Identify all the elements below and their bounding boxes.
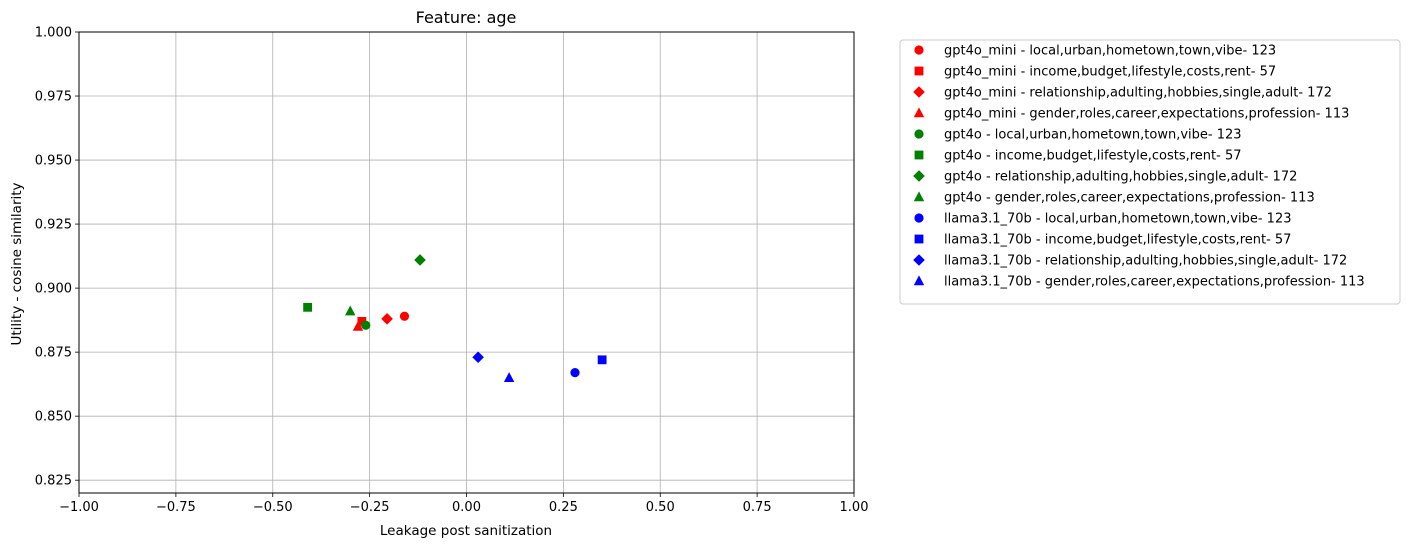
legend-marker xyxy=(913,107,925,118)
legend-label: llama3.1_70b - income,budget,lifestyle,c… xyxy=(944,233,1291,248)
chart-title: Feature: age xyxy=(416,8,517,27)
x-tick-label: −0.50 xyxy=(253,500,293,515)
x-tick-label: 1.00 xyxy=(840,500,869,515)
x-axis-label: Leakage post sanitization xyxy=(380,523,552,539)
data-point xyxy=(570,368,580,378)
y-axis-label: Utility - cosine similarity xyxy=(9,182,25,345)
grid xyxy=(78,31,855,493)
y-tick-label: 0.875 xyxy=(35,346,72,361)
legend-label: gpt4o - gender,roles,career,expectations… xyxy=(944,191,1315,206)
y-tick-label: 0.825 xyxy=(35,474,72,489)
data-point xyxy=(357,317,367,326)
legend-label: llama3.1_70b - gender,roles,career,expec… xyxy=(944,275,1365,290)
legend-label: llama3.1_70b - relationship,adulting,hob… xyxy=(944,254,1347,269)
data-point xyxy=(472,351,484,364)
y-tick-label: 0.900 xyxy=(35,282,72,297)
legend-marker xyxy=(914,234,924,244)
legend-label: gpt4o_mini - relationship,adulting,hobbi… xyxy=(944,86,1332,101)
legend-marker xyxy=(913,191,925,202)
x-tick-label: −0.75 xyxy=(156,500,196,515)
legend-label: llama3.1_70b - local,urban,hometown,town… xyxy=(944,212,1292,227)
data-points xyxy=(303,254,607,382)
legend-label: gpt4o_mini - income,budget,lifestyle,cos… xyxy=(944,65,1276,80)
legend-label: gpt4o - local,urban,hometown,town,vibe- … xyxy=(944,128,1242,143)
y-tick-label: 0.850 xyxy=(35,410,72,425)
legend-box xyxy=(899,39,1401,305)
legend-marker xyxy=(913,275,925,286)
legend-label: gpt4o - relationship,adulting,hobbies,si… xyxy=(944,170,1297,185)
legend-label: gpt4o - income,budget,lifestyle,costs,re… xyxy=(944,149,1242,164)
legend-items: gpt4o_mini - local,urban,hometown,town,v… xyxy=(913,44,1365,290)
data-point xyxy=(503,372,515,382)
legend-label: gpt4o_mini - gender,roles,career,expecta… xyxy=(944,107,1349,122)
data-point xyxy=(345,305,356,316)
y-tick-label: 0.975 xyxy=(35,90,72,105)
y-tick-label: 0.925 xyxy=(35,218,72,233)
y-tick-label: 0.950 xyxy=(35,154,72,169)
legend-marker xyxy=(914,45,924,55)
data-point xyxy=(303,302,313,312)
legend-marker xyxy=(913,170,925,182)
x-tick-label: 0.50 xyxy=(646,500,675,515)
legend-label: gpt4o_mini - local,urban,hometown,town,v… xyxy=(944,44,1276,59)
y-tick-label: 1.000 xyxy=(35,26,72,41)
plot-frame xyxy=(78,31,855,494)
data-point xyxy=(414,254,426,266)
data-point xyxy=(352,320,364,331)
x-tick-label: 0.75 xyxy=(743,500,772,515)
legend-marker xyxy=(914,129,924,139)
data-point xyxy=(381,313,393,325)
y-axis-ticks: 0.825 0.850 0.875 0.900 0.925 0.950 0.975 1.000 xyxy=(35,26,79,489)
legend-marker xyxy=(914,66,924,76)
legend-marker xyxy=(914,213,924,223)
data-point xyxy=(399,311,410,321)
x-tick-label: −0.25 xyxy=(350,500,390,515)
x-tick-label: 0.25 xyxy=(549,500,578,515)
data-point xyxy=(597,355,607,365)
x-axis-ticks: −1.00 −0.75 −0.50 −0.25 0.00 0.25 0.50 0.75 1.00 xyxy=(59,493,868,515)
legend-marker xyxy=(913,254,925,266)
legend: gpt4o_mini - local,urban,hometown,town,v… xyxy=(899,39,1401,305)
x-tick-label: −1.00 xyxy=(59,500,99,515)
legend-marker xyxy=(914,150,924,160)
x-tick-label: 0.00 xyxy=(452,500,481,515)
data-point xyxy=(361,320,371,330)
legend-marker xyxy=(913,86,925,98)
